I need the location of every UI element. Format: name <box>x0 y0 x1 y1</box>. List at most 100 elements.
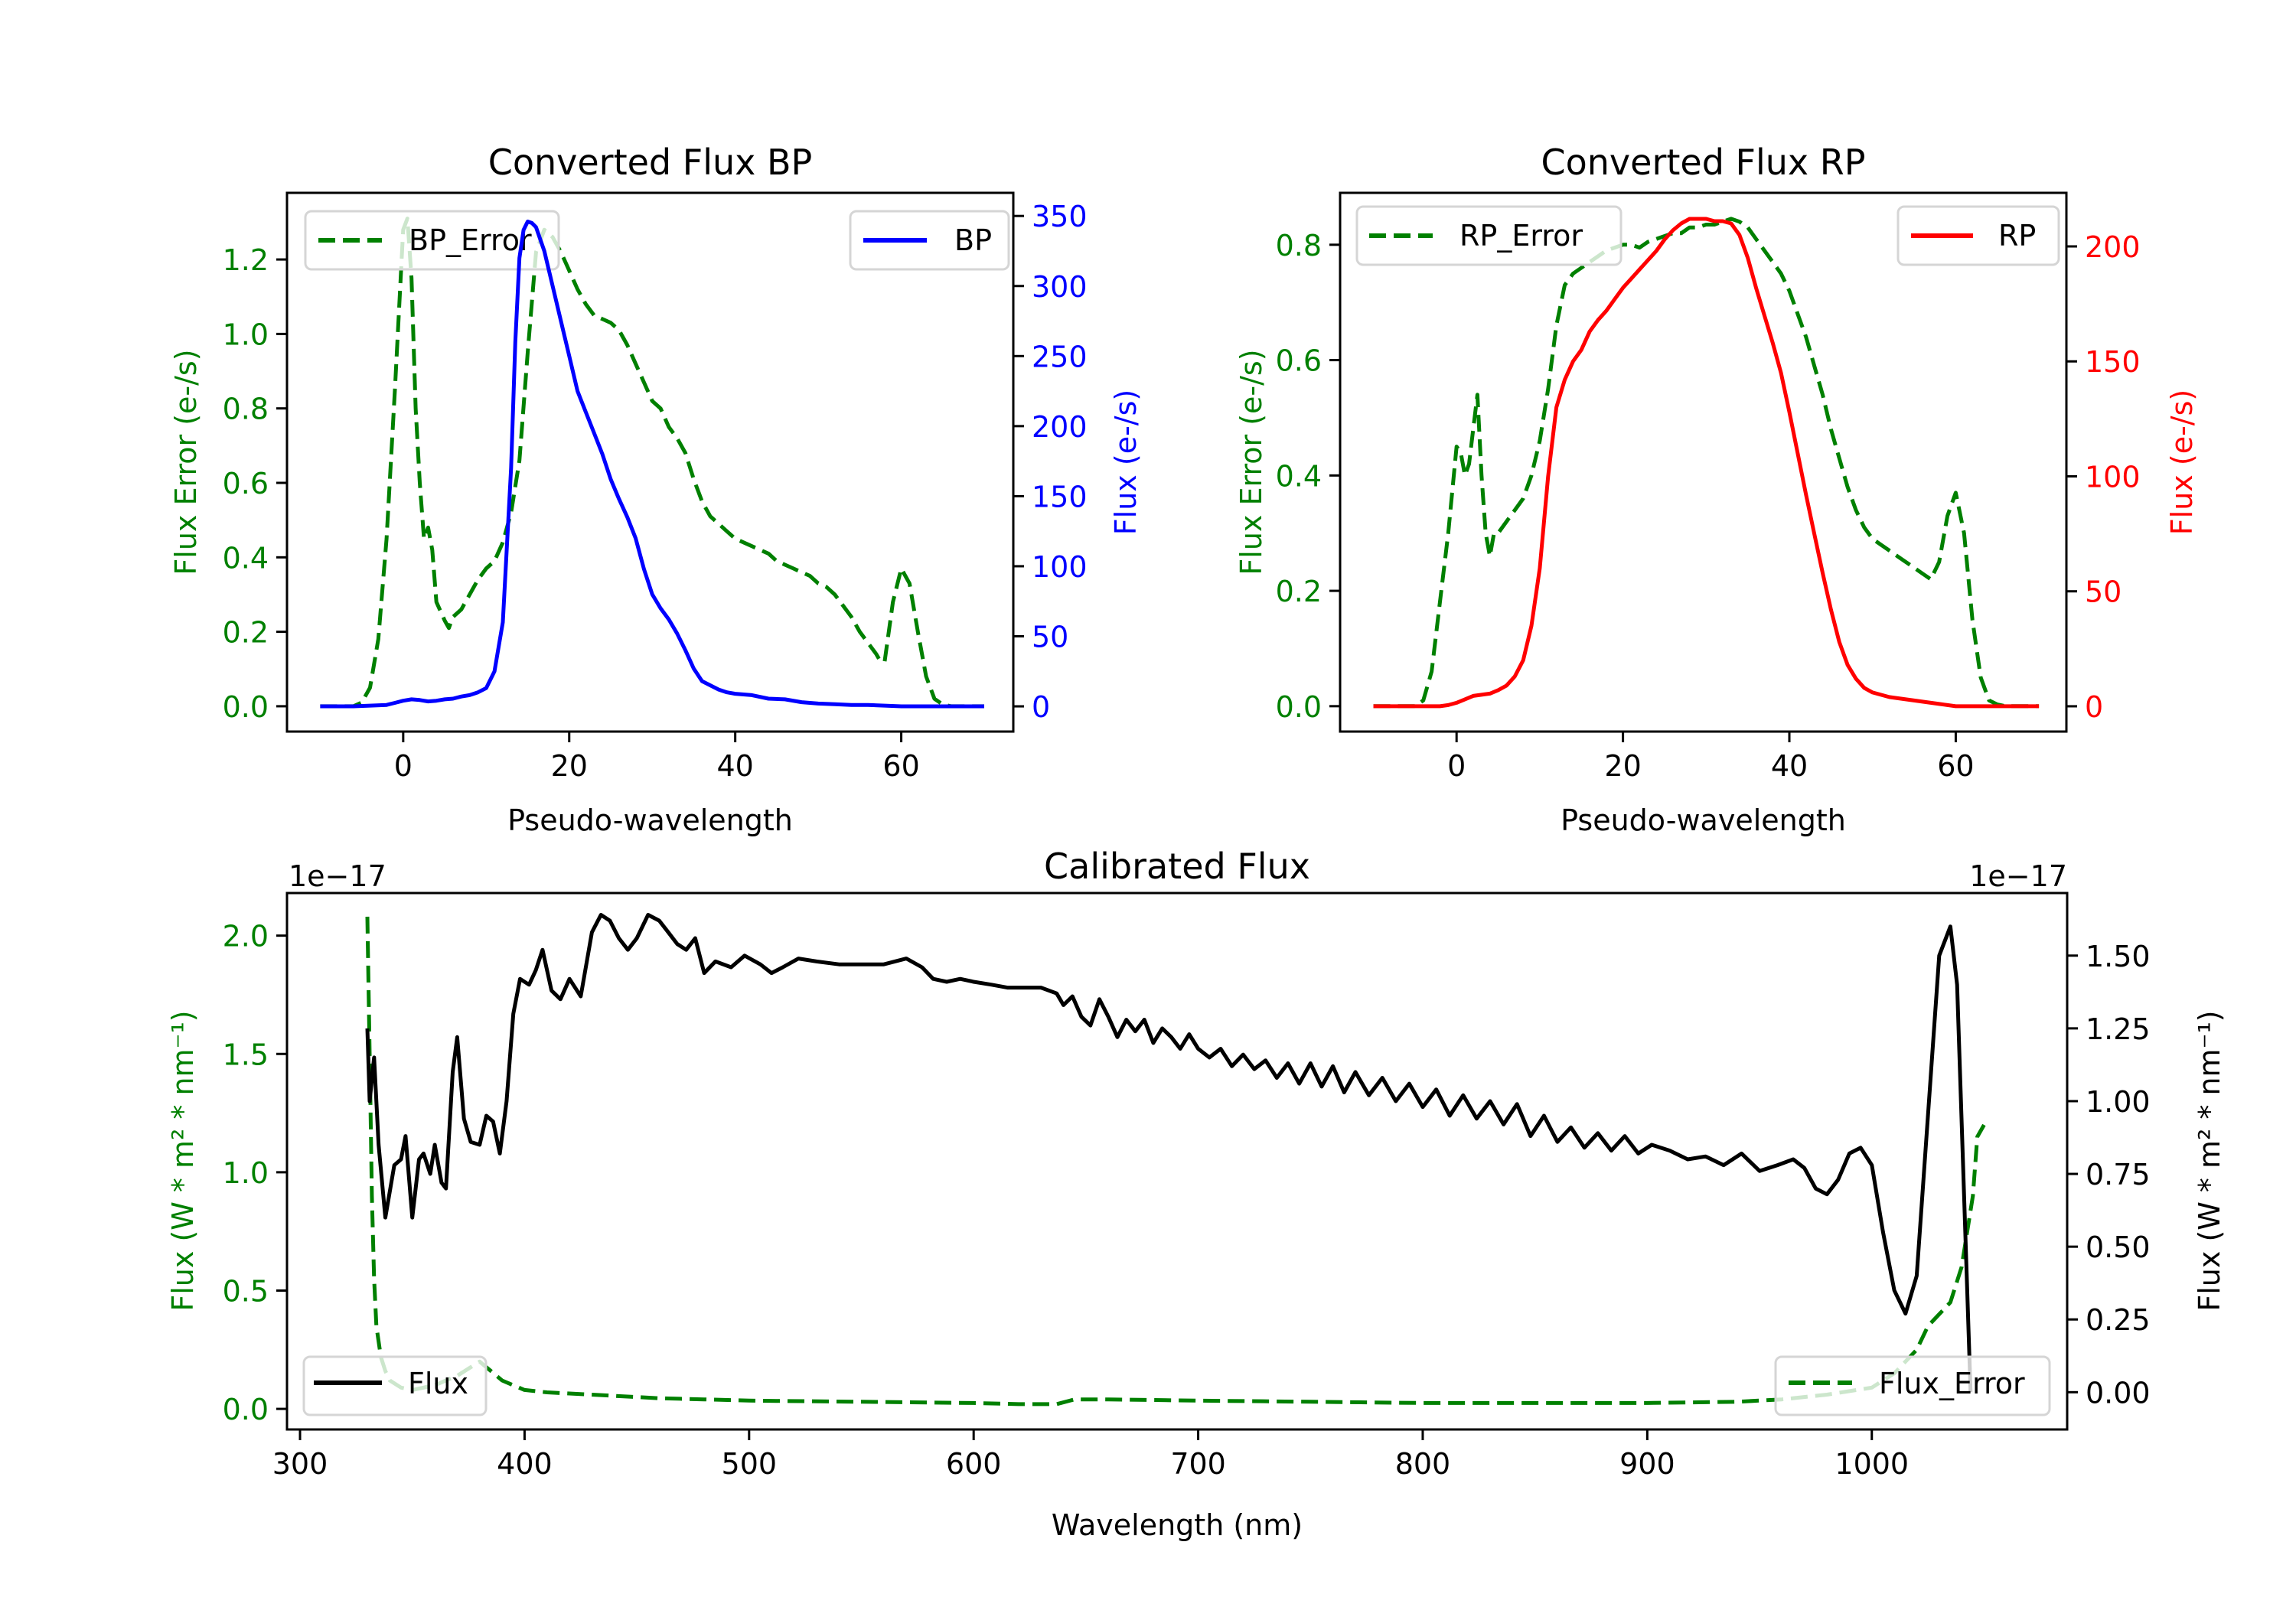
x-tick-label: 60 <box>1937 749 1974 783</box>
y-tick-label-right: 0 <box>2085 690 2103 724</box>
legend-flux: Flux <box>302 1355 488 1416</box>
legend-box <box>849 210 1010 271</box>
y-axis-label-right: Flux (e-/s) <box>2165 390 2199 535</box>
series-line-bp <box>320 220 984 709</box>
y-tick-label-left: 0.6 <box>223 467 269 500</box>
y-tick-label-right: 0.25 <box>2086 1303 2151 1337</box>
panel-converted-flux-rp: Converted Flux RP Pseudo-wavelength Flux… <box>1234 142 2199 837</box>
x-tick-label: 40 <box>716 749 753 783</box>
y-tick-label-right: 50 <box>2085 575 2122 609</box>
series-group <box>1373 217 2040 709</box>
chart-title: Calibrated Flux <box>1044 846 1310 887</box>
panel-calibrated-flux: Calibrated Flux 1e−17 1e−17 Wavelength (… <box>166 846 2226 1542</box>
y-tick-label-right: 1.50 <box>2086 940 2151 973</box>
y-tick-label-right: 300 <box>1032 270 1088 304</box>
y-axis-label-left: Flux Error (e-/s) <box>169 349 203 575</box>
x-axis-label: Pseudo-wavelength <box>1561 804 1846 837</box>
y-tick-label-right: 200 <box>1032 410 1088 444</box>
series-line-bp-error <box>320 217 984 709</box>
x-tick-label: 20 <box>551 749 588 783</box>
y-axis-label-left: Flux Error (e-/s) <box>1234 349 1268 575</box>
y-tick-label-left: 0.2 <box>223 616 269 650</box>
legend-bp: BP <box>849 210 1010 271</box>
y-tick-label-right: 350 <box>1032 200 1088 233</box>
legend-rp-error: RP_Error <box>1355 205 1623 266</box>
y-tick-label-right: 100 <box>1032 550 1088 584</box>
y-tick-label-left: 0.4 <box>1276 459 1322 493</box>
y-tick-label-left: 1.2 <box>223 243 269 277</box>
series-line-rp-error <box>1373 217 2040 709</box>
series-group-right <box>1373 217 2040 709</box>
x-tick-label: 0 <box>1447 749 1466 783</box>
y-tick-label-right: 250 <box>1032 340 1088 373</box>
y-tick-label-left: 0.5 <box>223 1274 269 1308</box>
x-tick-label: 1000 <box>1835 1447 1909 1481</box>
chart-title: Converted Flux BP <box>488 142 813 183</box>
y-tick-label-left: 0.6 <box>1276 344 1322 378</box>
y-tick-label-right: 200 <box>2085 230 2141 264</box>
y-axis-label-right: Flux (W * m² * nm⁻¹) <box>2193 1010 2226 1311</box>
legend-flux-error: Flux_Error <box>1774 1355 2051 1416</box>
legend-bp-error: BP_Error <box>304 210 560 271</box>
x-tick-label: 20 <box>1604 749 1641 783</box>
legend-label: BP_Error <box>409 223 532 257</box>
y-tick-label-left: 0.8 <box>223 393 269 426</box>
x-tick-label: 400 <box>497 1447 553 1481</box>
y-tick-label-right: 1.25 <box>2086 1012 2151 1046</box>
y-axis-label-left: Flux (W * m² * nm⁻¹) <box>166 1010 200 1311</box>
axes-frame <box>1339 191 2068 733</box>
y-tick-label-right: 150 <box>1032 480 1088 513</box>
plot-area: 0 20 40 60 0.0 0.2 0.4 0.6 0.8 0 50 100 150 200 <box>1276 191 2141 783</box>
y-tick-label-left: 0.0 <box>1276 690 1322 724</box>
x-axis-label: Wavelength (nm) <box>1052 1508 1303 1542</box>
chart-title: Converted Flux RP <box>1541 142 1866 183</box>
y-tick-label-left: 1.0 <box>223 1156 269 1190</box>
legend-label: BP <box>954 223 992 257</box>
x-tick-label: 40 <box>1771 749 1808 783</box>
legend-box <box>1896 205 2060 266</box>
x-axis-label: Pseudo-wavelength <box>507 804 793 837</box>
x-tick-label: 300 <box>272 1447 328 1481</box>
y-tick-label-left: 0.0 <box>223 690 269 724</box>
y-tick-label-left: 1.0 <box>223 318 269 351</box>
axes-frame <box>285 191 1015 733</box>
x-tick-label: 0 <box>394 749 413 783</box>
panel-converted-flux-bp: Converted Flux BP Pseudo-wavelength Flux… <box>169 142 1143 837</box>
y-offset-left: 1e−17 <box>289 859 386 893</box>
y-tick-label-right: 0.00 <box>2086 1376 2151 1410</box>
series-line-rp <box>1373 217 2040 709</box>
legend-label: Flux <box>408 1367 468 1400</box>
x-tick-label: 60 <box>882 749 919 783</box>
y-tick-label-right: 1.00 <box>2086 1085 2151 1119</box>
x-tick-label: 900 <box>1619 1447 1675 1481</box>
y-tick-label-right: 0.50 <box>2086 1231 2151 1264</box>
y-axis-label-right: Flux (e-/s) <box>1109 390 1143 535</box>
y-tick-label-left: 2.0 <box>223 920 269 953</box>
plot-area: 0 20 40 60 0.0 0.2 0.4 0.6 0.8 1.0 1.2 0 50 100 150 200… <box>223 191 1088 783</box>
legend-label: Flux_Error <box>1879 1367 2025 1400</box>
legend-label: RP <box>1998 219 2036 253</box>
y-tick-label-right: 0 <box>1032 690 1050 724</box>
y-tick-label-left: 0.2 <box>1276 575 1322 608</box>
x-tick-label: 500 <box>722 1447 778 1481</box>
axes-frame <box>285 892 2069 1431</box>
series-group-right <box>365 913 1973 1393</box>
legend-label: RP_Error <box>1459 219 1583 253</box>
plot-area: 300 400 500 600 700 800 900 1000 0.0 0.5 1.0 1.5 2.0… <box>223 892 2151 1481</box>
legend-box <box>302 1355 488 1416</box>
x-tick-label: 700 <box>1170 1447 1226 1481</box>
x-tick-label: 800 <box>1395 1447 1451 1481</box>
series-line-flux <box>365 913 1973 1393</box>
x-tick-label: 600 <box>946 1447 1002 1481</box>
legend-box <box>1355 205 1623 266</box>
y-tick-label-left: 0.8 <box>1276 229 1322 262</box>
y-tick-label-right: 50 <box>1032 620 1068 654</box>
legend-rp: RP <box>1896 205 2060 266</box>
y-tick-label-left: 0.4 <box>223 541 269 575</box>
y-tick-label-right: 0.75 <box>2086 1158 2151 1191</box>
y-tick-label-right: 150 <box>2085 345 2141 379</box>
y-offset-right: 1e−17 <box>1969 859 2067 893</box>
legend-box <box>304 210 560 271</box>
series-group <box>320 217 984 709</box>
